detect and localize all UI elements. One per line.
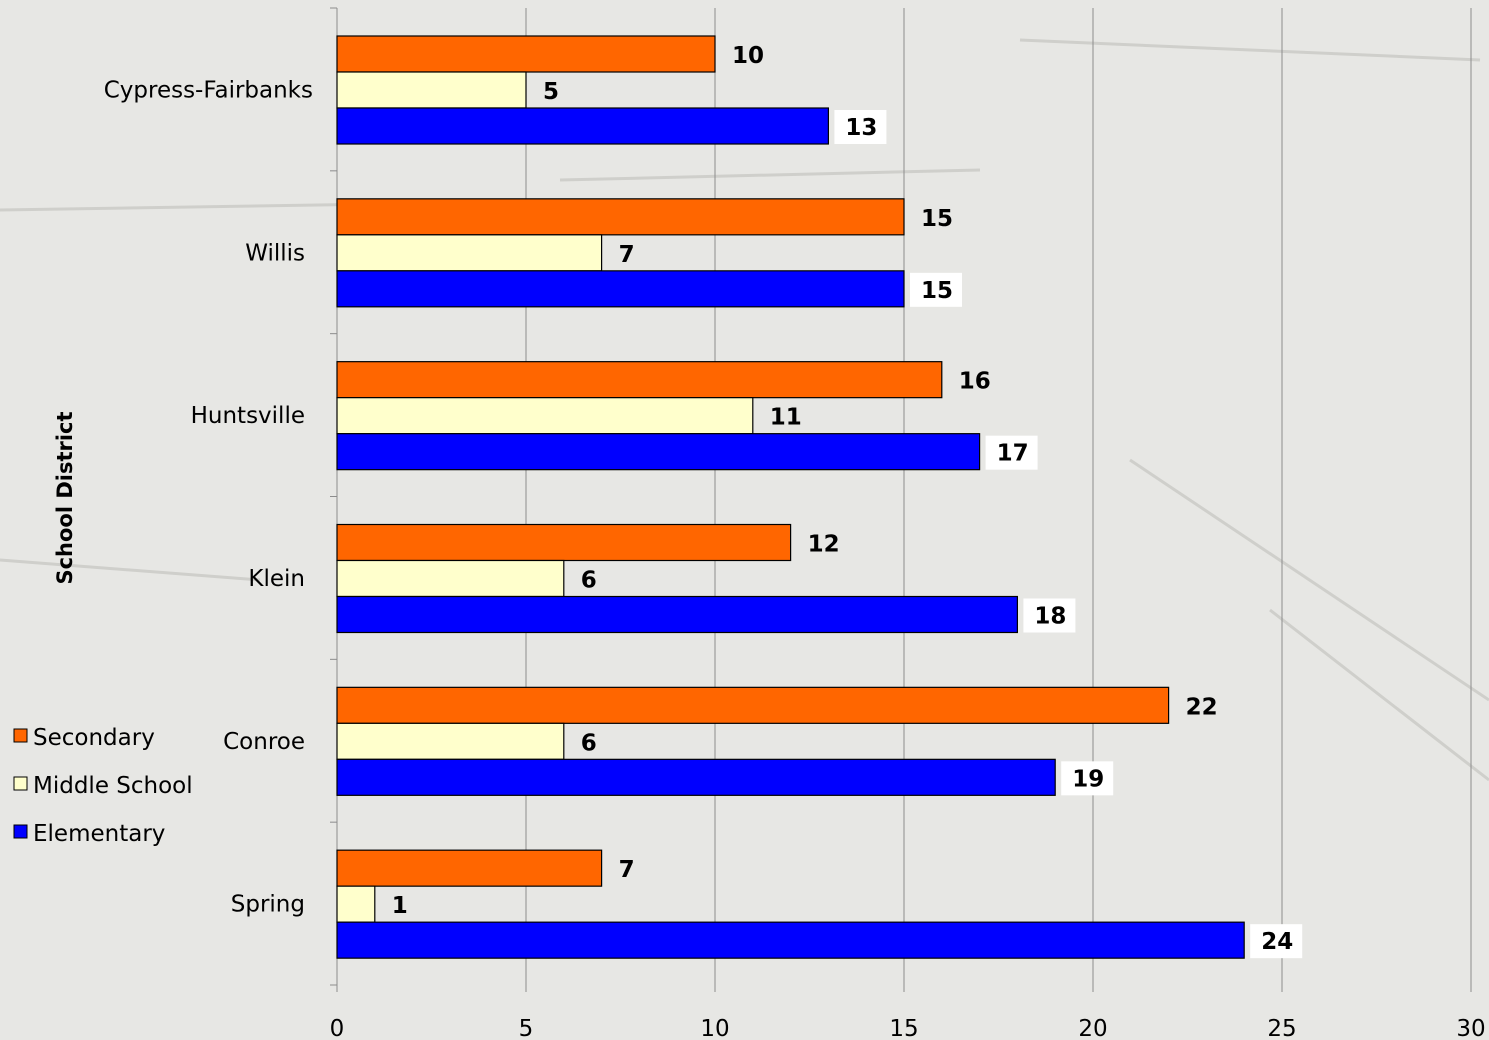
bar <box>336 71 527 109</box>
data-label: 10 <box>732 43 764 69</box>
x-tick-label: 25 <box>1267 1016 1296 1040</box>
bars <box>336 35 1245 959</box>
data-label: 17 <box>997 441 1029 467</box>
data-label: 6 <box>581 568 597 594</box>
bar <box>336 559 565 598</box>
bar <box>336 885 376 923</box>
bar <box>336 686 1170 724</box>
data-label: 12 <box>808 532 840 558</box>
data-label: 7 <box>619 857 635 883</box>
legend-label: Middle School <box>33 773 193 799</box>
legend-label: Elementary <box>33 821 165 847</box>
data-label: 6 <box>581 730 597 756</box>
x-tick-label: 15 <box>889 1016 918 1040</box>
category-label: Huntsville <box>191 403 305 429</box>
bar <box>336 361 943 399</box>
data-label: 16 <box>959 369 991 395</box>
legend: Secondary Middle School Elementary <box>13 725 193 847</box>
bar <box>336 523 792 562</box>
bar <box>336 35 716 73</box>
category-label: Willis <box>245 240 305 266</box>
bar <box>336 198 905 236</box>
data-labels: 10 5 13 15 7 15 16 11 17 12 6 18 22 6 19 7 1 24 <box>392 43 1303 959</box>
bar <box>336 921 1245 959</box>
data-label: 19 <box>1072 766 1104 792</box>
data-label: 15 <box>921 278 953 304</box>
bar <box>336 722 565 760</box>
data-label: 11 <box>770 405 802 431</box>
bar <box>336 595 1019 634</box>
bar <box>336 107 829 145</box>
bar <box>336 270 905 308</box>
legend-label: Secondary <box>33 725 155 751</box>
data-label: 15 <box>921 206 953 232</box>
category-label: Spring <box>231 892 305 918</box>
bar <box>336 758 1056 796</box>
legend-swatch <box>13 728 28 743</box>
y-axis-title: School District <box>53 411 77 584</box>
background-line <box>1019 38 1481 62</box>
x-tick-label: 0 <box>330 1016 345 1040</box>
data-label-box <box>834 110 887 144</box>
category-label: Cypress-Fairbanks <box>104 77 313 103</box>
background-line <box>1129 458 1489 702</box>
data-label: 24 <box>1261 929 1293 955</box>
bar <box>336 234 603 272</box>
category-label: Conroe <box>223 729 305 755</box>
background-line <box>1269 608 1489 782</box>
category-label: Klein <box>248 566 305 592</box>
background-line <box>559 168 981 182</box>
bar <box>336 849 603 887</box>
data-label-box <box>910 272 962 307</box>
data-label: 13 <box>845 115 877 141</box>
data-label: 1 <box>392 893 408 919</box>
x-tick-label: 5 <box>519 1016 534 1040</box>
bar <box>336 433 981 471</box>
data-label: 5 <box>543 79 559 105</box>
data-label-box <box>985 435 1038 470</box>
bar <box>336 397 754 435</box>
data-label-box <box>1023 598 1076 633</box>
x-tick-label: 10 <box>700 1016 729 1040</box>
x-tick-label: 20 <box>1078 1016 1107 1040</box>
gridlines <box>525 8 1472 985</box>
data-label: 7 <box>619 242 635 268</box>
background-line <box>0 558 261 582</box>
data-label: 22 <box>1186 694 1218 720</box>
data-label: 18 <box>1034 604 1066 630</box>
x-tick-label: 30 <box>1456 1016 1485 1040</box>
data-label-box <box>1061 761 1114 796</box>
axes: 0 5 10 15 20 25 30Cypress-FairbanksWillisHunts… <box>104 7 1486 1040</box>
data-label-box <box>1250 924 1303 959</box>
legend-swatch <box>13 776 28 791</box>
legend-swatch <box>13 824 28 839</box>
